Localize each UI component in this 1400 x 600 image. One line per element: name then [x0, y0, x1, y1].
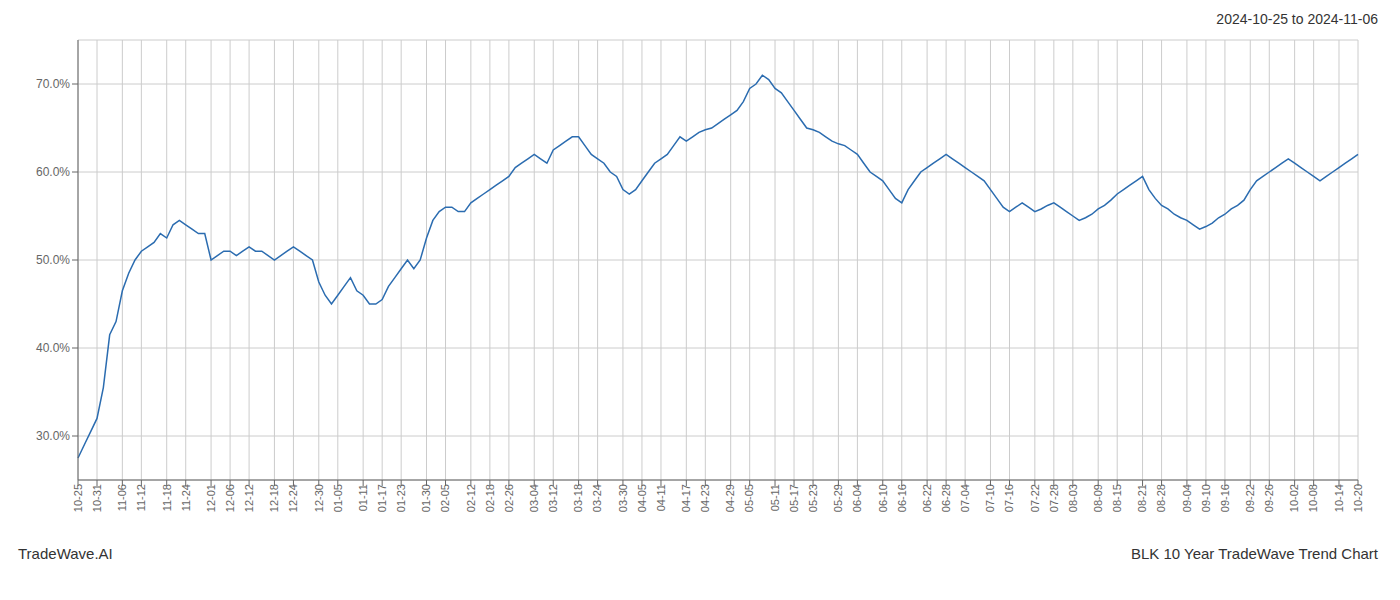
html-text:TradeWave.AI: TradeWave.AI	[18, 545, 113, 562]
svg-text:10-14: 10-14	[1333, 484, 1345, 512]
svg-text:09-22: 09-22	[1244, 484, 1256, 512]
svg-text:01-05: 01-05	[332, 484, 344, 512]
svg-text:07-28: 07-28	[1048, 484, 1060, 512]
svg-text:06-04: 06-04	[851, 484, 863, 512]
svg-text:11-18: 11-18	[161, 484, 173, 511]
svg-text:12-18: 12-18	[268, 484, 280, 512]
svg-text:12-01: 12-01	[205, 484, 217, 512]
svg-text:10-02: 10-02	[1288, 484, 1300, 512]
svg-text:07-16: 07-16	[1003, 484, 1015, 512]
svg-text:40.0%: 40.0%	[36, 341, 70, 355]
svg-text:02-18: 02-18	[484, 484, 496, 512]
svg-text:07-22: 07-22	[1029, 484, 1041, 512]
svg-text:03-04: 03-04	[528, 484, 540, 512]
svg-text:08-15: 08-15	[1111, 484, 1123, 512]
svg-text:02-12: 02-12	[465, 484, 477, 512]
svg-text:03-12: 03-12	[547, 484, 559, 512]
svg-text:50.0%: 50.0%	[36, 253, 70, 267]
svg-text:06-10: 06-10	[877, 484, 889, 512]
svg-text:12-30: 12-30	[313, 484, 325, 512]
html-text:BLK 10 Year TradeWave Trend Ch: BLK 10 Year TradeWave Trend Chart	[1130, 545, 1378, 562]
svg-text:02-26: 02-26	[503, 484, 515, 512]
svg-text:09-04: 09-04	[1181, 484, 1193, 512]
svg-text:08-03: 08-03	[1067, 484, 1079, 512]
svg-text:06-28: 06-28	[940, 484, 952, 512]
svg-text:02-05: 02-05	[439, 484, 451, 512]
svg-text:05-17: 05-17	[788, 484, 800, 512]
svg-text:10-20: 10-20	[1352, 484, 1364, 512]
svg-text:60.0%: 60.0%	[36, 165, 70, 179]
svg-text:12-06: 12-06	[224, 484, 236, 512]
svg-text:04-29: 04-29	[724, 484, 736, 512]
svg-text:01-11: 01-11	[357, 484, 369, 511]
html-text:2024-10-25 to 2024-11-06: 2024-10-25 to 2024-11-06	[1216, 11, 1378, 27]
svg-text:03-30: 03-30	[617, 484, 629, 512]
svg-text:30.0%: 30.0%	[36, 429, 70, 443]
svg-text:01-30: 01-30	[420, 484, 432, 512]
svg-text:05-05: 05-05	[743, 484, 755, 512]
svg-text:10-25: 10-25	[72, 484, 84, 512]
svg-text:05-29: 05-29	[832, 484, 844, 512]
svg-text:01-23: 01-23	[395, 484, 407, 512]
svg-text:11-24: 11-24	[180, 484, 192, 511]
svg-text:05-23: 05-23	[807, 484, 819, 512]
svg-text:03-24: 03-24	[591, 484, 603, 512]
svg-text:06-22: 06-22	[921, 484, 933, 512]
svg-text:11-12: 11-12	[135, 484, 147, 511]
svg-text:04-23: 04-23	[699, 484, 711, 512]
svg-text:05-11: 05-11	[769, 484, 781, 511]
svg-text:06-16: 06-16	[896, 484, 908, 512]
svg-text:12-24: 12-24	[287, 484, 299, 512]
svg-text:04-17: 04-17	[680, 484, 692, 512]
svg-text:12-12: 12-12	[243, 484, 255, 512]
svg-text:01-17: 01-17	[376, 484, 388, 512]
svg-text:10-08: 10-08	[1307, 484, 1319, 512]
svg-text:08-28: 08-28	[1155, 484, 1167, 512]
svg-text:03-18: 03-18	[572, 484, 584, 512]
svg-text:07-04: 07-04	[959, 484, 971, 512]
svg-text:08-21: 08-21	[1136, 484, 1148, 512]
svg-text:09-26: 09-26	[1263, 484, 1275, 512]
svg-text:04-05: 04-05	[636, 484, 648, 512]
svg-text:70.0%: 70.0%	[36, 77, 70, 91]
svg-text:09-16: 09-16	[1219, 484, 1231, 512]
svg-text:11-06: 11-06	[116, 484, 128, 511]
svg-text:10-31: 10-31	[91, 484, 103, 512]
svg-text:07-10: 07-10	[984, 484, 996, 512]
svg-text:08-09: 08-09	[1092, 484, 1104, 512]
svg-text:04-11: 04-11	[655, 484, 667, 511]
svg-text:09-10: 09-10	[1200, 484, 1212, 512]
